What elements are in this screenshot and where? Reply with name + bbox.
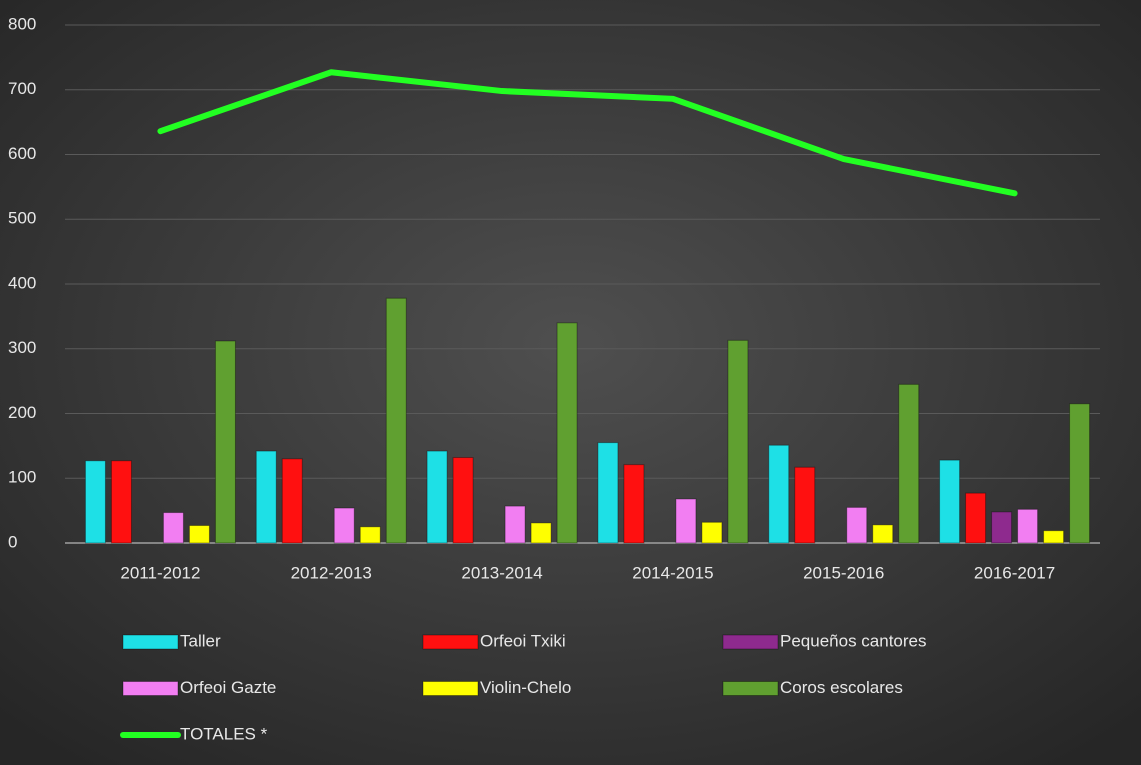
bar	[504, 505, 526, 544]
bar	[1017, 508, 1039, 544]
bar	[623, 464, 645, 544]
y-tick-label: 600	[8, 144, 36, 163]
legend-swatch	[722, 681, 779, 696]
bar	[701, 521, 723, 544]
legend-swatch	[422, 681, 479, 696]
line-series	[157, 69, 1018, 197]
bar	[385, 297, 407, 544]
legend-swatch	[422, 634, 479, 650]
bar	[898, 383, 920, 544]
bar	[188, 525, 210, 544]
bar	[333, 507, 355, 544]
bar	[597, 442, 619, 544]
bar	[255, 450, 277, 544]
bar	[452, 457, 474, 544]
legend-label: Orfeoi Gazte	[180, 678, 276, 697]
legend-label: TOTALES *	[180, 724, 268, 743]
bar	[1069, 403, 1091, 544]
legend-label: Violin-Chelo	[480, 678, 571, 697]
bar	[556, 322, 578, 544]
y-tick-label: 300	[8, 338, 36, 357]
x-tick-label: 2016-2017	[974, 563, 1055, 582]
legend-label: Coros escolares	[780, 678, 903, 697]
bar	[768, 444, 790, 544]
bar	[214, 340, 236, 544]
y-tick-label: 500	[8, 209, 36, 228]
bar	[991, 511, 1013, 544]
bar	[84, 460, 106, 544]
legend-swatch	[122, 681, 179, 696]
legend-label: Pequeños cantores	[780, 631, 927, 650]
bar	[872, 524, 894, 544]
bar	[359, 526, 381, 544]
bar	[965, 492, 987, 544]
bar	[846, 506, 868, 544]
legend-label: Orfeoi Txiki	[480, 631, 566, 650]
x-tick-label: 2012-2013	[291, 563, 372, 582]
bar	[675, 498, 697, 544]
bar	[110, 460, 132, 544]
bar	[281, 458, 303, 544]
y-tick-label: 0	[8, 532, 17, 551]
legend-label: Taller	[180, 631, 221, 650]
bar	[727, 339, 749, 544]
y-tick-label: 800	[8, 14, 36, 33]
bar	[426, 450, 448, 544]
legend-swatch	[122, 634, 179, 650]
bar	[1043, 530, 1065, 544]
bar	[939, 459, 961, 544]
bar	[794, 466, 816, 544]
y-tick-label: 700	[8, 79, 36, 98]
bar	[162, 512, 184, 544]
x-tick-label: 2013-2014	[461, 563, 542, 582]
legend-swatch	[722, 634, 779, 650]
x-tick-label: 2015-2016	[803, 563, 884, 582]
y-tick-label: 100	[8, 468, 36, 487]
bar	[530, 522, 552, 544]
y-tick-label: 400	[8, 273, 36, 292]
x-tick-label: 2014-2015	[632, 563, 713, 582]
y-tick-label: 200	[8, 403, 36, 422]
x-tick-label: 2011-2012	[120, 563, 200, 582]
